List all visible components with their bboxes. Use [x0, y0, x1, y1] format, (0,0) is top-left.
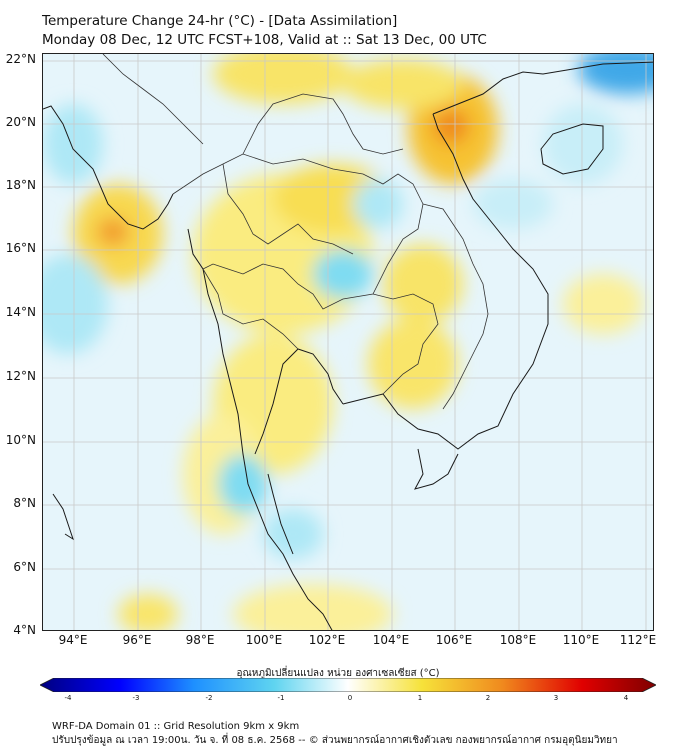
lon-label-104: 104°E	[372, 633, 410, 647]
map-title: Temperature Change 24-hr (°C) - [Data As…	[42, 12, 487, 50]
lat-label-12: 12°N	[5, 369, 36, 383]
cool-patch	[543, 104, 623, 184]
warm-patch	[383, 244, 463, 324]
graticule	[43, 54, 653, 630]
colorbar-tick: 2	[485, 694, 491, 702]
warm-patch	[213, 54, 353, 104]
lat-label-20: 20°N	[5, 115, 36, 129]
footer-line-2: ปรับปรุงข้อมูล ณ เวลา 19:00น. วัน จ. ที่…	[52, 735, 618, 746]
colorbar	[40, 678, 656, 692]
colorbar-tick: 0	[347, 694, 353, 702]
hot-patch	[97, 218, 129, 246]
lon-label-106: 106°E	[435, 633, 473, 647]
colorbar-gradient	[40, 678, 656, 692]
colorbar-tick: -2	[205, 694, 213, 702]
cool-patch	[473, 179, 553, 229]
warm-patch	[563, 274, 643, 334]
map-svg	[43, 54, 653, 630]
cool-patch	[263, 509, 323, 559]
colorbar-tick: -4	[64, 694, 72, 702]
colorbar-tick: 4	[623, 694, 629, 702]
footer-line-1: WRF-DA Domain 01 :: Grid Resolution 9km …	[52, 721, 300, 732]
colorbar-tick: -1	[277, 694, 285, 702]
lon-label-96: 96°E	[122, 633, 152, 647]
title-line-1: Temperature Change 24-hr (°C) - [Data As…	[42, 13, 398, 29]
lat-label-8: 8°N	[13, 496, 36, 510]
title-line-2: Monday 08 Dec, 12 UTC FCST+108, Valid at…	[42, 32, 487, 48]
lat-label-18: 18°N	[5, 178, 36, 192]
colorbar-title: อุณหภูมิเปลี่ยนแปลง หน่วย องศาเซลเซียส (…	[236, 668, 440, 679]
lon-label-98: 98°E	[185, 633, 215, 647]
lat-label-14: 14°N	[5, 305, 36, 319]
warm-patch	[118, 594, 178, 630]
lon-label-108: 108°E	[499, 633, 537, 647]
lat-label-6: 6°N	[13, 560, 36, 574]
warm-patch	[233, 584, 393, 630]
cool-patch	[313, 249, 373, 299]
lon-label-102: 102°E	[308, 633, 346, 647]
cool-patch	[353, 179, 403, 229]
warm-patch	[368, 319, 458, 409]
lat-label-10: 10°N	[5, 433, 36, 447]
lat-label-16: 16°N	[5, 241, 36, 255]
admin-borders	[102, 54, 489, 410]
cool-patch	[218, 454, 268, 514]
coastlines	[43, 61, 653, 630]
lat-label-22: 22°N	[5, 52, 36, 66]
cold-patch	[578, 54, 653, 94]
lon-label-94: 94°E	[58, 633, 88, 647]
lon-label-112: 112°E	[619, 633, 657, 647]
lon-label-100: 100°E	[245, 633, 283, 647]
colorbar-tick: 1	[417, 694, 423, 702]
hot-patch	[433, 108, 469, 144]
footer: WRF-DA Domain 01 :: Grid Resolution 9km …	[52, 720, 618, 748]
colorbar-tick: -3	[132, 694, 140, 702]
lon-label-110: 110°E	[562, 633, 600, 647]
cool-patch	[43, 254, 108, 354]
colorbar-tick: 3	[553, 694, 559, 702]
warm-patch	[343, 59, 463, 109]
temperature-change-map	[42, 53, 654, 631]
lat-label-4: 4°N	[13, 623, 36, 637]
